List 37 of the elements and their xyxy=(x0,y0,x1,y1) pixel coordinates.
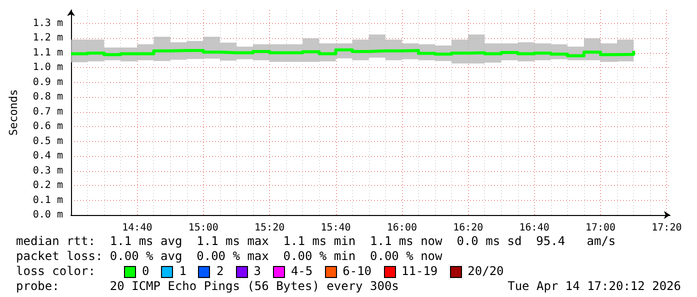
y-tick-label: 0.8 m xyxy=(32,92,63,103)
x-tick-label: 16:20 xyxy=(453,222,484,234)
y-tick-label: 1.0 m xyxy=(32,62,63,74)
y-tick-label: 1.3 m xyxy=(32,18,63,29)
text: packet loss: 0.00 % avg 0.00 % max 0.00 % min 0.00 % now xyxy=(16,249,444,264)
text: 20/20 xyxy=(468,264,504,279)
y-axis-title: Seconds xyxy=(7,89,20,136)
x-tick-label: 16:40 xyxy=(519,222,550,234)
y-tick-label: 0.2 m xyxy=(32,180,63,192)
x-tick-label: 17:20 xyxy=(652,222,682,234)
text: probe: 20 ICMP Echo Pings (56 Bytes) every 300s xyxy=(16,279,399,294)
y-tick-label: 0.9 m xyxy=(32,76,63,88)
text: 6-10 xyxy=(342,264,372,279)
y-tick-label: 0.6 m xyxy=(32,121,63,132)
text: 3 xyxy=(254,264,261,279)
text: 4-5 xyxy=(290,264,313,279)
x-tick-label: 15:20 xyxy=(254,222,285,234)
y-tick-label: 0.7 m xyxy=(32,106,63,118)
text: 2 xyxy=(216,264,224,279)
x-tick-label: 14:40 xyxy=(122,222,152,234)
y-tick-label: 0.0 m xyxy=(32,210,63,220)
y-tick-label: 0.4 m xyxy=(32,150,63,162)
text: 11-19 xyxy=(402,264,438,279)
y-tick-label: 0.1 m xyxy=(32,194,63,206)
x-tick-label: 15:00 xyxy=(188,222,218,234)
x-tick-label: 16:00 xyxy=(386,222,417,234)
y-tick-label: 1.1 m xyxy=(32,47,63,58)
y-tick-label: 0.5 m xyxy=(32,136,63,147)
text: Tue Apr 14 17:20:12 2026 xyxy=(508,279,681,294)
text: 0 xyxy=(142,264,150,279)
y-tick-label: 1.2 m xyxy=(32,32,63,44)
text: loss color: xyxy=(16,264,96,279)
text: median rtt: 1.1 ms avg 1.1 ms max 1.1 ms min 1.1 ms now 0.0 ms sd 95.4 am/s xyxy=(16,234,617,249)
x-tick-label: 17:00 xyxy=(585,222,616,234)
text: 1 xyxy=(179,264,186,279)
y-tick-label: 0.3 m xyxy=(32,165,63,176)
x-tick-label: 15:40 xyxy=(320,222,351,234)
